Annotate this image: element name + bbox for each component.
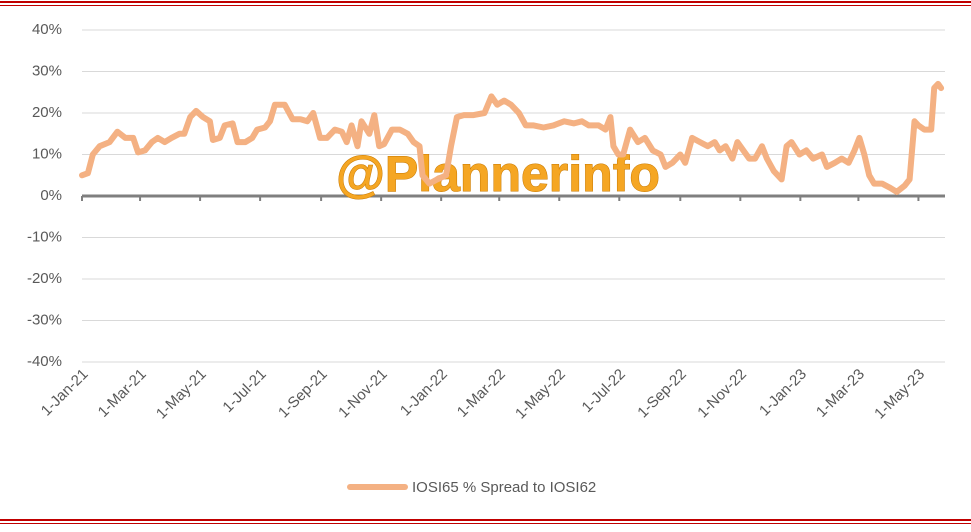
- y-tick-label: 0%: [40, 187, 62, 204]
- line-series: [79, 80, 945, 195]
- x-tick-label: 1-Jul-21: [219, 366, 269, 416]
- legend-label: IOSI65 % Spread to IOSI62: [412, 479, 596, 496]
- y-tick-label: -20%: [27, 270, 62, 287]
- bottom-border: [0, 519, 971, 521]
- x-tick-label: 1-May-22: [512, 366, 569, 423]
- y-tick-label: 40%: [32, 21, 62, 38]
- x-tick-label: 1-Mar-23: [813, 366, 868, 421]
- y-tick-label: -10%: [27, 228, 62, 245]
- y-tick-label: -30%: [27, 311, 62, 328]
- top-border: [0, 5, 971, 6]
- top-border: [0, 1, 971, 3]
- x-tick-label: 1-Mar-21: [95, 366, 150, 421]
- x-tick-label: 1-Jul-22: [579, 366, 629, 416]
- bottom-border: [0, 523, 971, 524]
- x-tick-label: 1-May-21: [153, 366, 210, 423]
- x-tick-label: 1-Nov-22: [694, 366, 750, 422]
- x-tick-label: 1-Jan-23: [756, 366, 810, 420]
- y-tick-label: 20%: [32, 104, 62, 121]
- x-tick-label: 1-Sep-21: [275, 366, 331, 422]
- x-tick-label: 1-May-23: [871, 366, 928, 423]
- watermark: @Plannerinfo: [336, 146, 660, 202]
- x-tick-label: 1-Mar-22: [454, 366, 509, 421]
- x-tick-label: 1-Sep-22: [634, 366, 690, 422]
- x-tick-label: 1-Jan-22: [397, 366, 451, 420]
- y-tick-label: 10%: [32, 145, 62, 162]
- x-tick-label: 1-Nov-21: [335, 366, 391, 422]
- y-tick-label: 30%: [32, 62, 62, 79]
- y-tick-label: -40%: [27, 353, 62, 370]
- x-tick-label: 1-Jan-21: [38, 366, 92, 420]
